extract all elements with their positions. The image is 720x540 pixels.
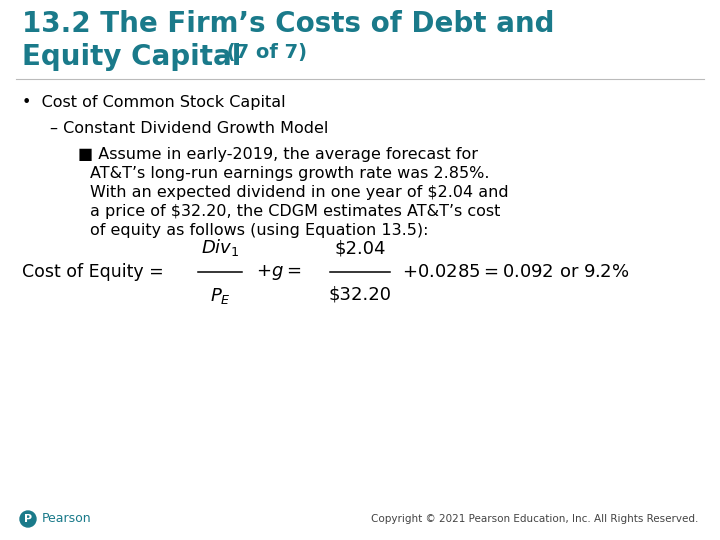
Circle shape: [20, 511, 36, 527]
Text: – Constant Dividend Growth Model: – Constant Dividend Growth Model: [50, 121, 328, 136]
Text: \$2.04: \$2.04: [334, 240, 386, 258]
Text: \$32.20: \$32.20: [328, 286, 392, 304]
Text: AT&T’s long-run earnings growth rate was 2.85%.: AT&T’s long-run earnings growth rate was…: [90, 166, 490, 181]
Text: (7 of 7): (7 of 7): [220, 43, 307, 62]
Text: With an expected dividend in one year of $2.04 and: With an expected dividend in one year of…: [90, 185, 508, 200]
Text: ■ Assume in early-2019, the average forecast for: ■ Assume in early-2019, the average fore…: [78, 147, 478, 162]
Text: $\mathit{P}_E$: $\mathit{P}_E$: [210, 286, 230, 306]
Text: 13.2 The Firm’s Costs of Debt and: 13.2 The Firm’s Costs of Debt and: [22, 10, 554, 38]
Text: P: P: [24, 514, 32, 524]
Text: •  Cost of Common Stock Capital: • Cost of Common Stock Capital: [22, 95, 286, 110]
Text: $\mathit{Div}_1$: $\mathit{Div}_1$: [201, 237, 239, 258]
Text: $+0.0285 = 0.092\ \mathrm{or}\ 9.2\%$: $+0.0285 = 0.092\ \mathrm{or}\ 9.2\%$: [402, 263, 629, 281]
Text: a price of $32.20, the CDGM estimates AT&T’s cost: a price of $32.20, the CDGM estimates AT…: [90, 204, 500, 219]
Text: Cost of Equity =: Cost of Equity =: [22, 263, 169, 281]
Text: $+g =$: $+g =$: [256, 262, 301, 281]
Text: Pearson: Pearson: [42, 512, 91, 525]
Text: Equity Capital: Equity Capital: [22, 43, 241, 71]
Text: Copyright © 2021 Pearson Education, Inc. All Rights Reserved.: Copyright © 2021 Pearson Education, Inc.…: [371, 514, 698, 524]
Text: of equity as follows (using Equation 13.5):: of equity as follows (using Equation 13.…: [90, 223, 428, 238]
